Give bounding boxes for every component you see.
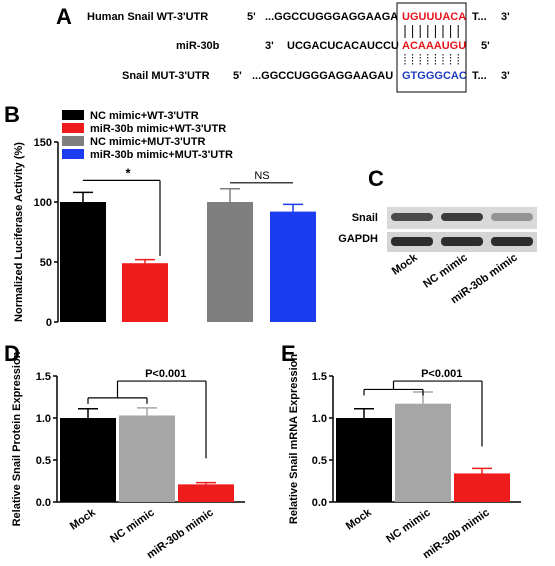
blot-lane-label: Mock (390, 251, 421, 277)
seq-row-3-tail: T... (472, 70, 487, 82)
site-frame (396, 2, 467, 93)
legend-swatch (62, 123, 84, 133)
panel-label-b: B (4, 102, 20, 127)
legend-swatch (62, 110, 84, 120)
seq-row-1-tail: T... (472, 11, 487, 23)
seq-row-2-prime5: 5' (481, 40, 490, 52)
legend-label: miR-30b mimic+WT-3'UTR (90, 123, 226, 135)
y-axis-label: Normalized Luciferase Activity (%) (13, 142, 25, 322)
panel-label-e: E (281, 341, 296, 366)
bar (60, 202, 106, 322)
gapdh-band (491, 237, 533, 246)
bar (336, 418, 392, 502)
bar (178, 484, 234, 502)
snail-band (441, 213, 483, 221)
seq-row-2-sequence: UCGACUCACAUCCU (287, 40, 399, 52)
bar (119, 415, 175, 502)
seq-row-1-prime3: 3' (501, 11, 510, 23)
seq-row-3-prime3: 3' (501, 70, 510, 82)
legend-swatch (62, 136, 84, 146)
y-axis-label: Relative Snail mRNA Expression (288, 354, 300, 524)
seq-row-2-site: ACAAAUGU (402, 40, 467, 52)
y-tick-label: 0.5 (312, 455, 327, 467)
binding-site-box (396, 2, 467, 93)
seq-row-1-prime5: 5' (247, 11, 256, 23)
panel-label-a: A (56, 4, 72, 29)
legend-label: NC mimic+MUT-3'UTR (90, 136, 205, 148)
bar (122, 263, 168, 322)
x-tick-label: NC mimic (108, 507, 156, 546)
y-tick-label: 0.0 (312, 497, 327, 509)
seq-row-3-sequence: ...GGCCUGGGAGGAAGAU (252, 70, 394, 82)
legend-label: miR-30b mimic+MUT-3'UTR (90, 149, 233, 161)
chart-d: 0.0 0.5 1.0 1.5 Relative Snail Protein Expre… (11, 351, 245, 561)
ns-label: NS (254, 170, 269, 182)
y-tick-label: 50 (40, 257, 52, 269)
pairing-lines (404, 25, 459, 66)
bar (454, 473, 510, 502)
snail-band (391, 213, 433, 221)
y-tick-label: 1.5 (312, 371, 327, 383)
y-tick-label: 0.0 (36, 497, 51, 509)
y-tick-label: 150 (34, 137, 52, 149)
y-tick-label: 100 (34, 197, 52, 209)
panel-label-d: D (4, 341, 20, 366)
seq-row-2-prime3: 3' (265, 40, 274, 52)
gapdh-band (441, 237, 483, 246)
y-tick-label: 1.5 (36, 371, 51, 383)
panel-label-c: C (368, 166, 384, 191)
gapdh-band (391, 237, 433, 246)
p-value-label: P<0.001 (421, 368, 462, 380)
y-axis-label: Relative Snail Protein Expression (11, 351, 23, 526)
bar (60, 418, 116, 502)
y-tick-label: 0.5 (36, 455, 51, 467)
sig-star: * (125, 165, 131, 180)
bar (270, 211, 316, 322)
legend-swatch (62, 149, 84, 159)
y-tick-label: 1.0 (36, 413, 51, 425)
seq-row-3-name: Snail MUT-3'UTR (122, 70, 210, 82)
seq-row-2-name: miR-30b (176, 40, 220, 52)
seq-row-1-name: Human Snail WT-3'UTR (87, 11, 209, 23)
bar (395, 403, 451, 502)
legend-label: NC mimic+WT-3'UTR (90, 110, 199, 122)
snail-band (491, 213, 533, 221)
blot-row-label: Snail (352, 212, 378, 224)
y-tick-label: 1.0 (312, 413, 327, 425)
blot-row-label: GAPDH (338, 233, 378, 245)
seq-row-1-site: UGUUUACA (402, 11, 467, 23)
bar (207, 202, 253, 322)
x-tick-label: NC mimic (384, 507, 432, 546)
seq-row-3-site: GTGGGCAC (402, 70, 467, 82)
x-tick-label: Mock (344, 506, 375, 532)
chart-e: 0.0 0.5 1.0 1.5 Relative Snail mRNA Expressi… (288, 354, 521, 561)
chart-b: 0 50 100 150 Normalized Luciferase Activity … (13, 110, 316, 329)
y-tick-label: 0 (46, 317, 52, 329)
seq-row-3-prime5: 5' (233, 70, 242, 82)
p-value-label: P<0.001 (145, 368, 186, 380)
x-tick-label: Mock (68, 506, 99, 532)
seq-row-1-sequence: ...GGCCUGGGAGGAAGA (265, 11, 399, 23)
blot-lane-label: NC mimic (421, 252, 469, 291)
